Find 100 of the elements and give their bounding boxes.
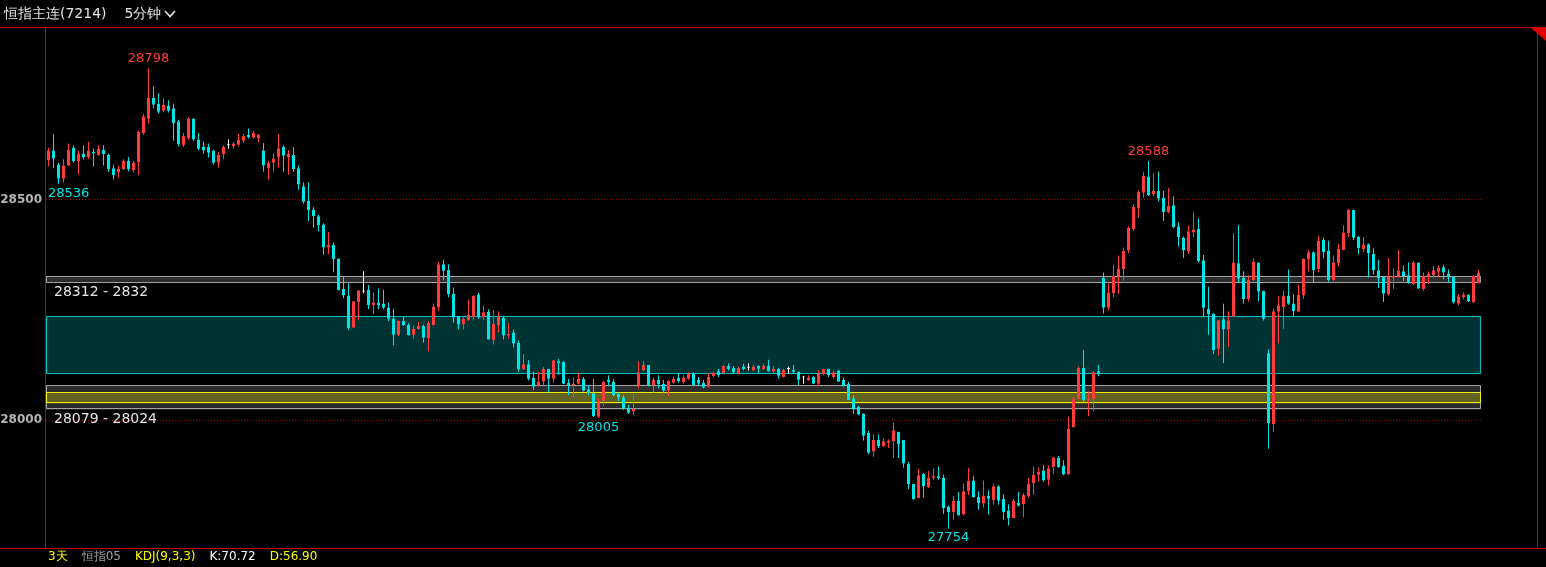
candlestick bbox=[167, 100, 170, 113]
text: 3天 bbox=[48, 549, 68, 564]
candlestick bbox=[262, 143, 265, 172]
candlestick bbox=[532, 371, 535, 391]
text: D:56.90 bbox=[269, 549, 318, 564]
candlestick bbox=[1197, 218, 1200, 263]
candlestick bbox=[902, 440, 905, 468]
candlestick bbox=[692, 372, 695, 387]
candlestick bbox=[212, 150, 215, 165]
candlestick bbox=[787, 366, 790, 374]
candlestick bbox=[732, 366, 735, 374]
candlestick bbox=[847, 381, 850, 401]
candlestick bbox=[852, 395, 855, 415]
candlestick bbox=[1262, 290, 1265, 321]
candlestick bbox=[292, 146, 295, 172]
candlestick bbox=[1202, 254, 1205, 317]
candlestick bbox=[1057, 455, 1060, 468]
candlestick bbox=[192, 117, 195, 141]
candlestick bbox=[1357, 236, 1360, 255]
candlestick bbox=[332, 242, 335, 273]
candlestick bbox=[202, 141, 205, 154]
candlestick bbox=[647, 365, 650, 387]
candlestick bbox=[382, 289, 385, 310]
candlestick bbox=[1452, 276, 1455, 304]
candlestick bbox=[627, 404, 630, 415]
candlestick bbox=[1102, 272, 1105, 314]
candlestick bbox=[1407, 262, 1410, 285]
annotation: 27754 bbox=[927, 529, 970, 545]
annotation: 28798 bbox=[127, 50, 170, 66]
candlestick bbox=[1042, 465, 1045, 482]
candlestick bbox=[1267, 349, 1270, 449]
candlestick bbox=[1242, 271, 1245, 304]
candlestick bbox=[1442, 264, 1445, 280]
candlestick bbox=[107, 153, 110, 172]
candlestick bbox=[297, 165, 300, 190]
annotation: 28005 bbox=[577, 418, 620, 434]
candlestick bbox=[662, 379, 665, 394]
candlestick bbox=[777, 367, 780, 379]
text: 恒指05 bbox=[80, 549, 121, 564]
candlestick bbox=[1097, 365, 1100, 377]
candlestick bbox=[612, 378, 615, 396]
candlestick bbox=[1017, 492, 1020, 507]
candlestick bbox=[1372, 248, 1375, 275]
annotation: 28536 bbox=[48, 184, 90, 200]
candlestick bbox=[407, 323, 410, 336]
candlestick bbox=[457, 316, 460, 330]
candlestick bbox=[842, 377, 845, 387]
text: K:70.72 bbox=[209, 549, 256, 564]
candlestick bbox=[997, 485, 1000, 505]
candlestick bbox=[912, 484, 915, 500]
candlestick bbox=[1162, 191, 1165, 222]
candlestick bbox=[157, 93, 160, 114]
candlestick bbox=[452, 287, 455, 323]
candlestick bbox=[387, 302, 390, 322]
candlestick bbox=[1292, 294, 1295, 317]
chart-subtitle: 5分钟 bbox=[124, 4, 162, 23]
candlestick bbox=[1172, 196, 1175, 229]
candlestick bbox=[1327, 240, 1330, 282]
candlestick bbox=[1312, 251, 1315, 283]
candlestick bbox=[322, 223, 325, 255]
candlestick bbox=[1082, 350, 1085, 403]
annotation: 28588 bbox=[1127, 142, 1170, 158]
candlestick bbox=[1447, 269, 1450, 283]
candlestick bbox=[127, 157, 130, 172]
chart-title: 恒指主连(7214) bbox=[4, 4, 107, 23]
band-label: 28079 - 28024 bbox=[54, 410, 158, 427]
candlestick bbox=[622, 395, 625, 410]
candlestick bbox=[282, 145, 285, 172]
candlestick bbox=[977, 491, 980, 510]
candlestick bbox=[102, 145, 105, 166]
candlestick bbox=[837, 369, 840, 382]
candlestick bbox=[1007, 504, 1010, 526]
candlestick bbox=[502, 316, 505, 340]
candlestick bbox=[82, 145, 85, 160]
candlestick bbox=[1322, 237, 1325, 259]
candlestick bbox=[1182, 236, 1185, 259]
text: KDJ(9,3,3) bbox=[134, 549, 196, 564]
candlestick bbox=[717, 368, 720, 378]
candlestick bbox=[367, 284, 370, 310]
candlestick bbox=[867, 430, 870, 455]
candlestick bbox=[797, 371, 800, 385]
candlestick bbox=[757, 365, 760, 374]
candlestick bbox=[402, 317, 405, 326]
band-label: 28312 - 2832 bbox=[54, 283, 149, 300]
candlestick bbox=[487, 309, 490, 340]
candlestick bbox=[1002, 494, 1005, 520]
candlestick bbox=[1287, 269, 1290, 305]
candlestick bbox=[657, 375, 660, 389]
candlestick bbox=[897, 431, 900, 459]
candlestick bbox=[987, 490, 990, 515]
y-tick-label: 28500 bbox=[0, 191, 42, 206]
candlestick bbox=[582, 377, 585, 392]
candlestick bbox=[317, 214, 320, 232]
candlestick bbox=[72, 145, 75, 163]
candlestick bbox=[1367, 243, 1370, 278]
candlestick bbox=[302, 182, 305, 204]
candlestick bbox=[1382, 276, 1385, 303]
candlestick bbox=[1177, 222, 1180, 247]
candlestick bbox=[972, 475, 975, 498]
candlestick bbox=[392, 308, 395, 346]
